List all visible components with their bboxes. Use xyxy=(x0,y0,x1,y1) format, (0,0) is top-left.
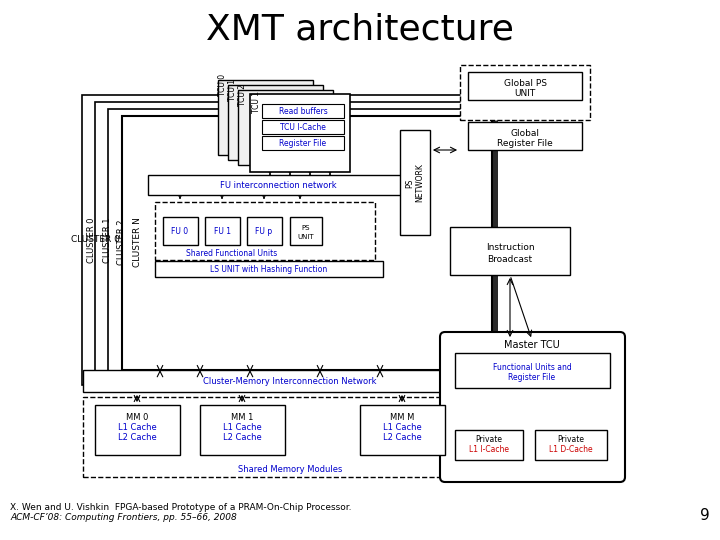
Text: Global: Global xyxy=(510,129,539,138)
Bar xyxy=(250,94,350,172)
Text: CLUSTER 0: CLUSTER 0 xyxy=(88,217,96,263)
Bar xyxy=(155,202,375,260)
Text: MM M: MM M xyxy=(390,413,414,422)
Text: L2 Cache: L2 Cache xyxy=(382,433,421,442)
Text: LS UNIT with Hashing Function: LS UNIT with Hashing Function xyxy=(210,265,328,273)
Text: L1 Cache: L1 Cache xyxy=(117,422,156,431)
Text: Global PS: Global PS xyxy=(503,78,546,87)
Text: L1 I-Cache: L1 I-Cache xyxy=(469,446,509,455)
Text: Register File: Register File xyxy=(497,138,553,147)
Bar xyxy=(247,217,282,245)
Text: L1 Cache: L1 Cache xyxy=(382,422,421,431)
Bar xyxy=(238,90,333,165)
Text: TCU 1: TCU 1 xyxy=(228,79,237,101)
Bar xyxy=(455,430,523,460)
Text: FU 1: FU 1 xyxy=(214,226,230,235)
Bar xyxy=(218,80,313,155)
Text: 9: 9 xyxy=(701,508,710,523)
Text: Register File: Register File xyxy=(508,374,556,382)
Text: Master TCU: Master TCU xyxy=(504,340,560,350)
Text: Register File: Register File xyxy=(279,138,327,147)
Bar xyxy=(460,65,590,120)
Text: Shared Functional Units: Shared Functional Units xyxy=(186,248,278,258)
Text: Cluster-Memory Interconnection Network: Cluster-Memory Interconnection Network xyxy=(203,376,377,386)
FancyBboxPatch shape xyxy=(440,332,625,482)
Bar xyxy=(155,261,383,277)
Text: TCU I-Cache: TCU I-Cache xyxy=(280,123,326,132)
Text: CLUSTER N: CLUSTER N xyxy=(132,217,142,267)
Text: TCU 1: TCU 1 xyxy=(252,91,261,113)
Text: PS: PS xyxy=(302,225,310,231)
Text: MM 0: MM 0 xyxy=(126,413,148,422)
Text: L2 Cache: L2 Cache xyxy=(222,433,261,442)
Bar xyxy=(82,95,497,385)
Bar xyxy=(148,175,408,195)
Bar xyxy=(83,370,498,392)
Text: FU interconnection network: FU interconnection network xyxy=(220,180,336,190)
Text: UNIT: UNIT xyxy=(514,89,536,98)
Text: XMT architecture: XMT architecture xyxy=(206,13,514,47)
Text: L1 Cache: L1 Cache xyxy=(222,422,261,431)
Bar xyxy=(205,217,240,245)
Text: UNIT: UNIT xyxy=(297,234,315,240)
Text: Private: Private xyxy=(475,435,503,444)
Bar xyxy=(228,85,323,160)
Text: CLUSTER 0: CLUSTER 0 xyxy=(71,235,120,245)
Text: MM 1: MM 1 xyxy=(231,413,253,422)
Bar xyxy=(95,405,180,455)
Bar xyxy=(262,136,344,150)
Text: CLUSTER 1: CLUSTER 1 xyxy=(104,217,112,263)
Bar xyxy=(400,130,430,235)
Bar xyxy=(108,109,493,375)
Bar xyxy=(450,227,570,275)
Bar xyxy=(200,405,285,455)
Text: Private: Private xyxy=(557,435,585,444)
Bar xyxy=(83,397,498,477)
Text: Functional Units and: Functional Units and xyxy=(492,363,572,373)
Bar xyxy=(468,122,582,150)
Bar xyxy=(262,104,344,118)
Text: FU 0: FU 0 xyxy=(171,226,189,235)
Text: CLUSTER 2: CLUSTER 2 xyxy=(117,219,125,265)
Text: Broadcast: Broadcast xyxy=(487,255,533,265)
Text: Read buffers: Read buffers xyxy=(279,106,328,116)
Text: Instruction: Instruction xyxy=(486,244,534,253)
Bar xyxy=(290,217,322,245)
Text: X. Wen and U. Vishkin  FPGA-based Prototype of a PRAM-On-Chip Processor.: X. Wen and U. Vishkin FPGA-based Prototy… xyxy=(10,503,357,512)
Bar xyxy=(360,405,445,455)
Bar xyxy=(122,116,492,370)
Text: L2 Cache: L2 Cache xyxy=(117,433,156,442)
Text: ACM-CF’08: Computing Frontiers, pp. 55–66, 2008: ACM-CF’08: Computing Frontiers, pp. 55–6… xyxy=(10,514,237,523)
Bar xyxy=(95,102,495,380)
Bar xyxy=(535,430,607,460)
Text: TCU 2: TCU 2 xyxy=(238,84,247,106)
Bar xyxy=(468,72,582,100)
Text: L1 D-Cache: L1 D-Cache xyxy=(549,446,593,455)
Text: PS
NETWORK: PS NETWORK xyxy=(405,164,425,202)
Text: Shared Memory Modules: Shared Memory Modules xyxy=(238,465,342,475)
Text: TCU 0: TCU 0 xyxy=(218,74,227,96)
Bar xyxy=(262,120,344,134)
Text: FU p: FU p xyxy=(256,226,273,235)
Bar xyxy=(163,217,198,245)
Bar xyxy=(455,353,610,388)
